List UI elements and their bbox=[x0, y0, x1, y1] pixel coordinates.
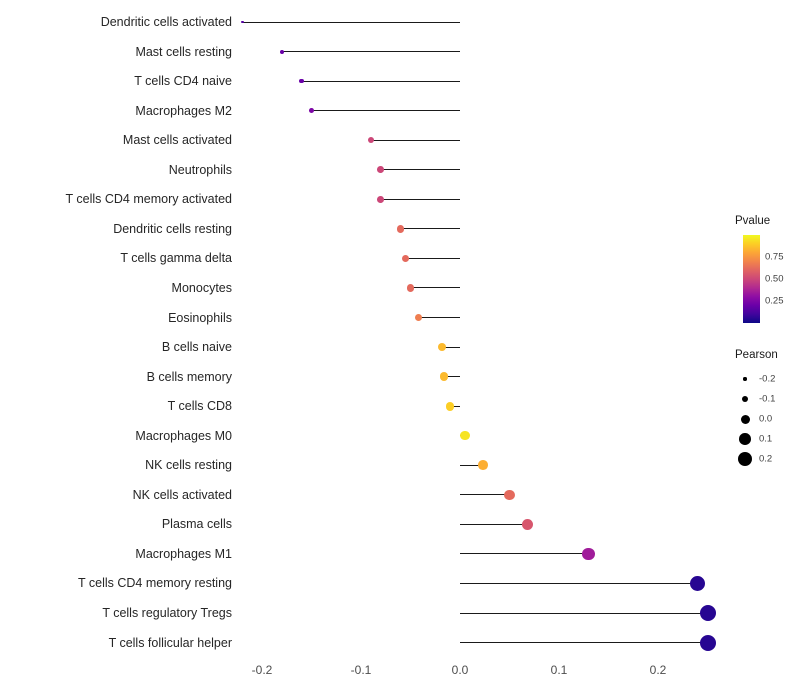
category-label: T cells follicular helper bbox=[108, 635, 232, 650]
lollipop-stem bbox=[460, 523, 528, 525]
size-legend-dot bbox=[743, 377, 747, 381]
lollipop-stem bbox=[370, 139, 460, 141]
pvalue-legend-title: Pvalue bbox=[735, 215, 771, 227]
lollipop-dot bbox=[445, 401, 455, 411]
category-label: Dendritic cells resting bbox=[113, 221, 232, 236]
lollipop-stem bbox=[444, 376, 460, 378]
lollipop-dot bbox=[699, 634, 716, 651]
size-legend-label: -0.1 bbox=[759, 393, 776, 405]
size-legend-label: 0.0 bbox=[759, 413, 773, 425]
category-label: Mast cells resting bbox=[135, 44, 232, 59]
lollipop-stem bbox=[460, 612, 708, 614]
lollipop-dot bbox=[414, 313, 423, 322]
lollipop-dot bbox=[699, 605, 716, 621]
pvalue-colorbar: 0.75 0.50 0.25 bbox=[743, 235, 799, 323]
category-label: Neutrophils bbox=[168, 162, 232, 177]
size-legend-entry: 0.2 bbox=[737, 449, 799, 469]
x-axis-tick-label: 0.0 bbox=[451, 663, 469, 677]
lollipop-dot bbox=[377, 166, 385, 174]
lollipop-dot bbox=[309, 108, 314, 114]
lollipop-stem bbox=[442, 346, 460, 348]
category-label: T cells CD4 memory resting bbox=[78, 576, 232, 591]
legend: Pvalue 0.75 0.50 0.25 Pearson -0.2 -0.1 0.0 0… bbox=[735, 215, 799, 469]
size-legend-label: -0.2 bbox=[759, 373, 776, 385]
category-label: Dendritic cells activated bbox=[100, 15, 232, 29]
size-legend-dot bbox=[739, 433, 751, 445]
lollipop-stem bbox=[410, 287, 460, 289]
colorbar-tick-label: 0.75 bbox=[765, 251, 784, 263]
category-label: Macrophages M2 bbox=[135, 103, 232, 118]
category-label: Eosinophils bbox=[168, 310, 232, 325]
lollipop-dot bbox=[299, 78, 304, 84]
pearson-size-legend: -0.2 -0.1 0.0 0.1 0.2 bbox=[735, 369, 799, 469]
category-label: Mast cells activated bbox=[122, 133, 232, 148]
category-label: Monocytes bbox=[171, 280, 232, 295]
lollipop-stem bbox=[460, 494, 510, 496]
category-label: B cells memory bbox=[146, 369, 232, 384]
lollipop-dot bbox=[367, 136, 375, 144]
lollipop-dot bbox=[582, 547, 595, 561]
category-label: Macrophages M1 bbox=[135, 546, 232, 561]
category-label: NK cells resting bbox=[145, 458, 232, 473]
lollipop-stem bbox=[242, 21, 460, 23]
size-legend-entry: -0.1 bbox=[737, 389, 799, 409]
lollipop-stem bbox=[380, 198, 460, 200]
size-legend-label: 0.1 bbox=[759, 433, 773, 445]
size-legend-dot bbox=[740, 414, 750, 424]
lollipop-dot bbox=[460, 431, 470, 441]
size-legend-label: 0.2 bbox=[759, 453, 773, 465]
size-legend-entry: 0.1 bbox=[737, 429, 799, 449]
lollipop-dot bbox=[406, 284, 415, 292]
lollipop-dot bbox=[477, 460, 488, 471]
lollipop-stem bbox=[281, 51, 460, 53]
category-label: Macrophages M0 bbox=[135, 428, 232, 443]
lollipop-stem bbox=[450, 405, 460, 407]
category-label: T cells gamma delta bbox=[120, 251, 232, 266]
lollipop-dot bbox=[240, 20, 244, 24]
lollipop-stem bbox=[380, 169, 460, 171]
lollipop-dot bbox=[401, 254, 410, 263]
category-label: T cells CD4 naive bbox=[134, 74, 232, 89]
lollipop-dot bbox=[689, 575, 706, 592]
lollipop-stem bbox=[418, 317, 460, 318]
category-label: T cells regulatory Tregs bbox=[102, 606, 232, 620]
category-label: B cells naive bbox=[161, 340, 232, 355]
lollipop-dot bbox=[504, 489, 515, 500]
x-axis-tick-label: -0.1 bbox=[350, 663, 372, 677]
lollipop-dot bbox=[377, 195, 385, 203]
lollipop-dot bbox=[437, 342, 447, 352]
size-legend-entry: -0.2 bbox=[737, 369, 799, 389]
lollipop-stem bbox=[460, 582, 698, 584]
x-axis-tick-label: 0.1 bbox=[550, 663, 568, 677]
lollipop-dot bbox=[279, 49, 284, 54]
category-label: NK cells activated bbox=[132, 487, 232, 502]
x-axis-tick-label: -0.2 bbox=[251, 663, 273, 677]
lollipop-stem bbox=[400, 228, 460, 230]
lollipop-stem bbox=[405, 257, 460, 259]
lollipop-stem bbox=[460, 553, 589, 555]
size-legend-entry: 0.0 bbox=[737, 409, 799, 429]
category-label: T cells CD8 bbox=[167, 399, 232, 414]
pearson-legend-title: Pearson bbox=[735, 349, 778, 361]
lollipop-dot bbox=[521, 518, 533, 530]
colorbar-tick-label: 0.25 bbox=[765, 295, 784, 307]
size-legend-dot bbox=[741, 395, 749, 403]
category-label: T cells CD4 memory activated bbox=[65, 192, 233, 207]
category-label: Plasma cells bbox=[161, 517, 232, 532]
lollipop-stem bbox=[311, 110, 460, 112]
colorbar-tick-label: 0.50 bbox=[765, 273, 784, 285]
lollipop-stem bbox=[460, 464, 483, 466]
lollipop-stem bbox=[301, 80, 460, 82]
lollipop-dot bbox=[439, 372, 449, 381]
x-axis-tick-label: 0.2 bbox=[649, 663, 667, 677]
size-legend-dot bbox=[737, 451, 753, 467]
colorbar-gradient bbox=[743, 235, 760, 323]
lollipop-stem bbox=[460, 642, 708, 644]
lollipop-dot bbox=[396, 225, 405, 233]
